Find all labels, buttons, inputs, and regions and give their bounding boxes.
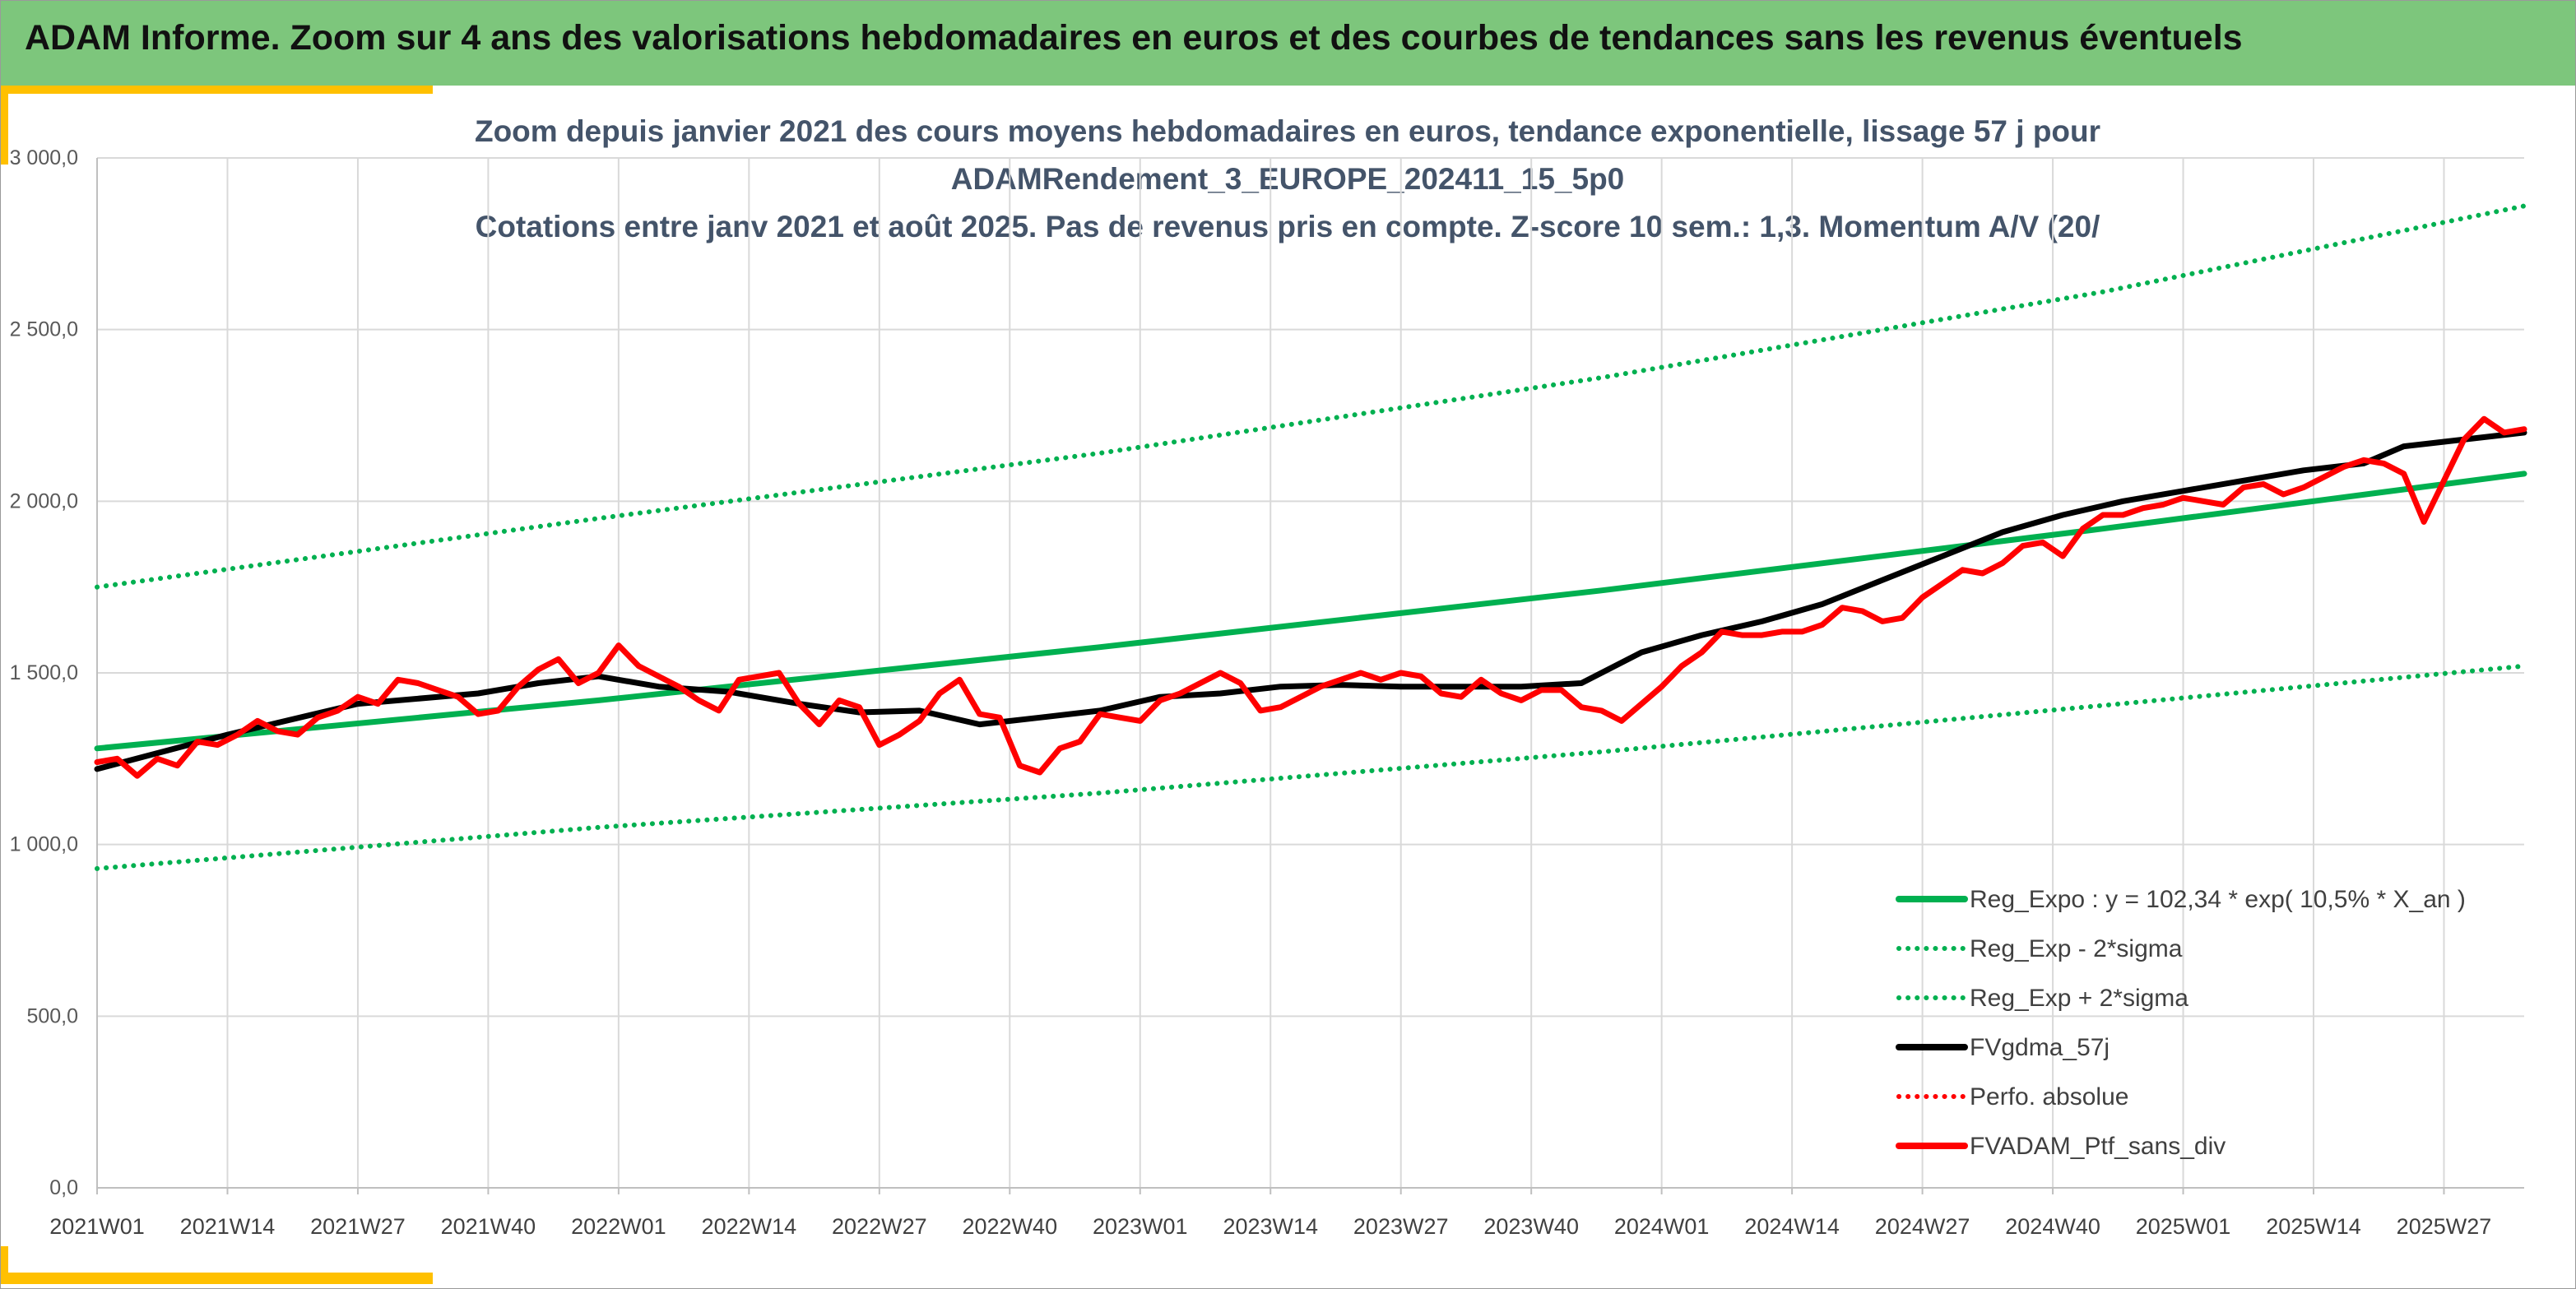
x-tick-label: 2022W01: [571, 1214, 666, 1239]
x-tick-label: 2023W01: [1093, 1214, 1188, 1239]
series-line-reg-expo-y-102-34-exp-10-5-x-an: [94, 471, 2527, 752]
x-tick-label: 2024W01: [1614, 1214, 1710, 1239]
x-tick-label: 2024W40: [2005, 1214, 2100, 1239]
y-tick-label: 2 500,0: [10, 318, 78, 341]
x-tick-label: 2023W27: [1353, 1214, 1449, 1239]
y-tick-label: 3 000,0: [10, 146, 78, 169]
series-line-reg-exp-2-sigma: [95, 663, 2527, 871]
report-header: ADAM Informe. Zoom sur 4 ans des valoris…: [0, 0, 2576, 86]
y-tick-label: 2 000,0: [10, 489, 78, 512]
series-line-reg-exp-2-sigma: [95, 203, 2527, 590]
x-tick-label: 2023W40: [1483, 1214, 1579, 1239]
x-tick-label: 2021W27: [310, 1214, 406, 1239]
series-line-fvgdma-57j: [94, 429, 2527, 772]
chart-grid: [96, 157, 2524, 1189]
x-tick-label: 2024W14: [1744, 1214, 1840, 1239]
y-tick-label: 500,0: [26, 1004, 78, 1027]
report-title: ADAM Informe. Zoom sur 4 ans des valoris…: [25, 18, 2243, 58]
legend-label: Perfo. absolue: [1970, 1083, 2128, 1110]
x-tick-label: 2024W27: [1875, 1214, 1970, 1239]
accent-bar-top: [0, 86, 433, 94]
legend-label: Reg_Exp + 2*sigma: [1970, 985, 2188, 1012]
accent-bar-bottom: [0, 1273, 433, 1284]
x-tick-label: 2021W14: [180, 1214, 276, 1239]
chart-title-line: Cotations entre janv 2021 et août 2025. …: [476, 210, 2100, 243]
x-tick-label: 2021W40: [441, 1214, 536, 1239]
chart-legend: Reg_Expo : y = 102,34 * exp( 10,5% * X_a…: [1896, 886, 2466, 1160]
chart-series: [94, 203, 2527, 871]
x-tick-label: 2022W27: [832, 1214, 927, 1239]
x-tick-label: 2025W27: [2397, 1214, 2492, 1239]
y-tick-label: 1 500,0: [10, 661, 78, 684]
accent-bar-left: [0, 86, 8, 165]
x-axis: 2021W01 2021W14 2021W27 2021W40 2022W01 2022W…: [49, 1188, 2491, 1239]
x-tick-label: 2025W01: [2136, 1214, 2231, 1239]
x-tick-label: 2021W01: [49, 1214, 145, 1239]
x-tick-label: 2022W40: [963, 1214, 1058, 1239]
x-tick-label: 2023W14: [1223, 1214, 1318, 1239]
legend-label: FVADAM_Ptf_sans_div: [1970, 1133, 2226, 1160]
legend-label: Reg_Expo : y = 102,34 * exp( 10,5% * X_a…: [1970, 886, 2466, 913]
y-axis: 0,0 500,0 1 000,0 1 500,0 2 000,0 2 500,0 3 00…: [10, 146, 78, 1199]
y-tick-label: 0,0: [49, 1176, 78, 1199]
y-tick-label: 1 000,0: [10, 833, 78, 856]
accent-bar-bottom-left: [0, 1246, 8, 1284]
legend-label: Reg_Exp - 2*sigma: [1970, 935, 2183, 962]
chart-title-line: ADAMRendement_3_EUROPE_202411_15_5p0: [951, 162, 1625, 196]
x-tick-label: 2025W14: [2266, 1214, 2361, 1239]
x-tick-label: 2022W14: [702, 1214, 797, 1239]
chart-title: Zoom depuis janvier 2021 des cours moyen…: [475, 114, 2100, 243]
series-line-fvadam-ptf-sans-div: [94, 415, 2527, 779]
legend-label: FVgdma_57j: [1970, 1034, 2110, 1061]
chart-title-line: Zoom depuis janvier 2021 des cours moyen…: [475, 114, 2100, 148]
